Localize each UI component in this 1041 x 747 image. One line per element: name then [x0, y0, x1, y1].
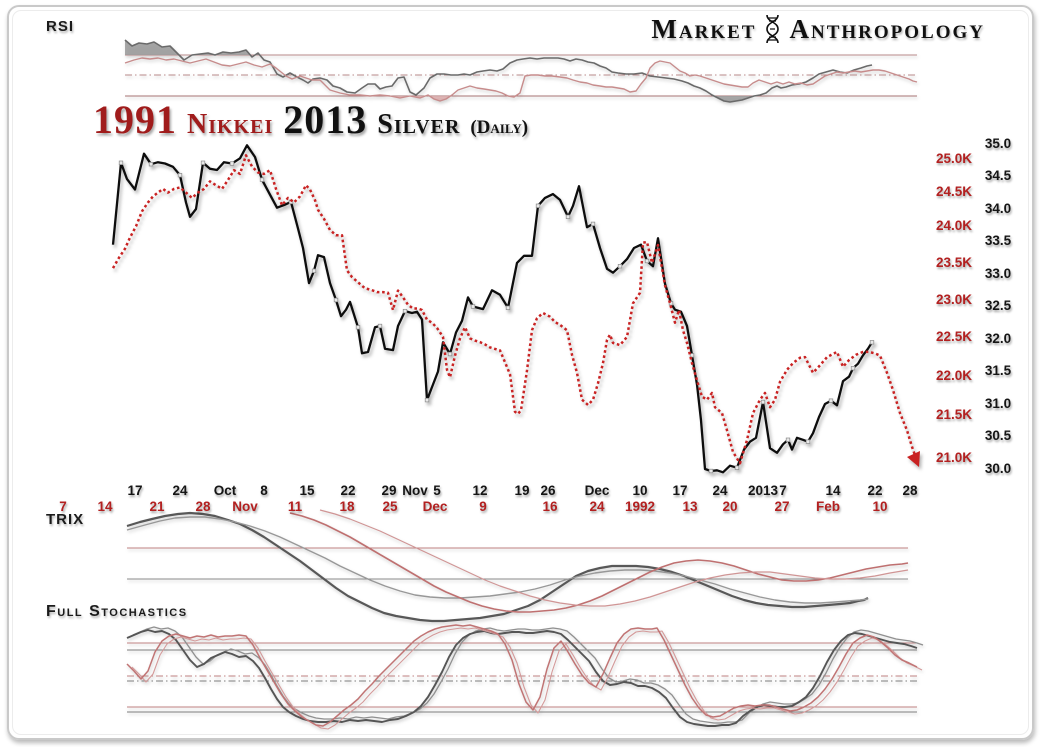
x-tick-black: Dec	[584, 483, 610, 498]
brand-anthropology: Anthropology	[789, 13, 985, 44]
x-tick-red: 24	[589, 499, 605, 514]
x-tick-red: 28	[195, 499, 211, 514]
x-tick-black: 22	[340, 483, 356, 498]
y-tick-silver: 35.0	[984, 136, 1012, 151]
x-tick-red: 21	[149, 499, 165, 514]
x-tick-black: 14	[825, 483, 841, 498]
brand-header: Market Anthropology	[640, 12, 985, 46]
x-tick-red: 18	[339, 499, 355, 514]
x-tick-black: 29	[381, 483, 397, 498]
x-tick-red: Dec	[422, 499, 448, 514]
y-tick-nikkei: 22.5K	[935, 329, 973, 344]
x-tick-black: 10	[632, 483, 648, 498]
chart-title: 1991 Nikkei 2013 Silver (Daily)	[93, 96, 528, 143]
x-tick-red: 11	[287, 499, 303, 514]
stochastics-panel-label: Full Stochastics	[46, 603, 188, 620]
dna-icon	[766, 14, 780, 44]
trix-panel-label: TRIX	[46, 511, 85, 528]
y-tick-nikkei: 23.5K	[935, 255, 973, 270]
y-tick-nikkei: 25.0K	[935, 151, 973, 166]
x-tick-black: 7	[779, 483, 787, 498]
title-year-2013: 2013	[283, 97, 368, 142]
x-tick-black: 8	[260, 483, 268, 498]
y-tick-silver: 31.5	[984, 363, 1012, 378]
x-tick-black: 28	[902, 483, 918, 498]
title-year-1991: 1991	[93, 97, 177, 142]
y-tick-silver: 30.5	[984, 428, 1012, 443]
x-tick-red: 10	[872, 499, 888, 514]
y-tick-silver: 33.0	[984, 266, 1012, 281]
y-tick-nikkei: 23.0K	[935, 292, 973, 307]
x-tick-red: 7	[59, 499, 67, 514]
y-tick-silver: 30.0	[984, 461, 1012, 476]
y-tick-nikkei: 21.5K	[935, 407, 973, 422]
x-tick-red: Nov	[232, 499, 258, 514]
y-tick-silver: 31.0	[984, 396, 1012, 411]
y-tick-nikkei: 24.0K	[935, 218, 973, 233]
y-tick-silver: 32.0	[984, 331, 1012, 346]
x-tick-black: 15	[299, 483, 315, 498]
y-tick-silver: 34.5	[984, 168, 1012, 183]
x-tick-black: 19	[514, 483, 530, 498]
y-tick-silver: 33.5	[984, 233, 1012, 248]
title-nikkei: Nikkei	[187, 109, 274, 140]
title-daily: (Daily)	[470, 117, 529, 138]
x-tick-black: 2013	[747, 483, 779, 498]
y-tick-nikkei: 21.0K	[935, 450, 973, 465]
x-tick-black: 17	[672, 483, 688, 498]
x-tick-red: 25	[382, 499, 398, 514]
x-tick-black: 24	[712, 483, 728, 498]
x-tick-black: Nov	[402, 483, 428, 498]
y-tick-nikkei: 24.5K	[935, 184, 973, 199]
title-silver: Silver	[377, 109, 461, 140]
brand-market: Market	[651, 13, 757, 44]
x-tick-red: 1992	[624, 499, 656, 514]
rsi-panel-label: RSI	[46, 18, 75, 35]
x-tick-black: 24	[172, 483, 188, 498]
y-tick-silver: 32.5	[984, 298, 1012, 313]
x-tick-black: 5	[433, 483, 441, 498]
x-tick-red: Feb	[815, 499, 841, 514]
x-tick-black: Oct	[213, 483, 237, 498]
y-tick-nikkei: 22.0K	[935, 368, 973, 383]
x-tick-red: 20	[722, 499, 738, 514]
x-tick-red: 14	[97, 499, 113, 514]
y-tick-silver: 34.0	[984, 201, 1012, 216]
x-tick-red: 9	[479, 499, 487, 514]
x-tick-red: 27	[774, 499, 790, 514]
x-tick-black: 12	[472, 483, 488, 498]
x-tick-black: 17	[127, 483, 143, 498]
x-tick-black: 22	[867, 483, 883, 498]
x-tick-red: 16	[542, 499, 558, 514]
x-tick-black: 26	[540, 483, 556, 498]
x-tick-red: 13	[682, 499, 698, 514]
